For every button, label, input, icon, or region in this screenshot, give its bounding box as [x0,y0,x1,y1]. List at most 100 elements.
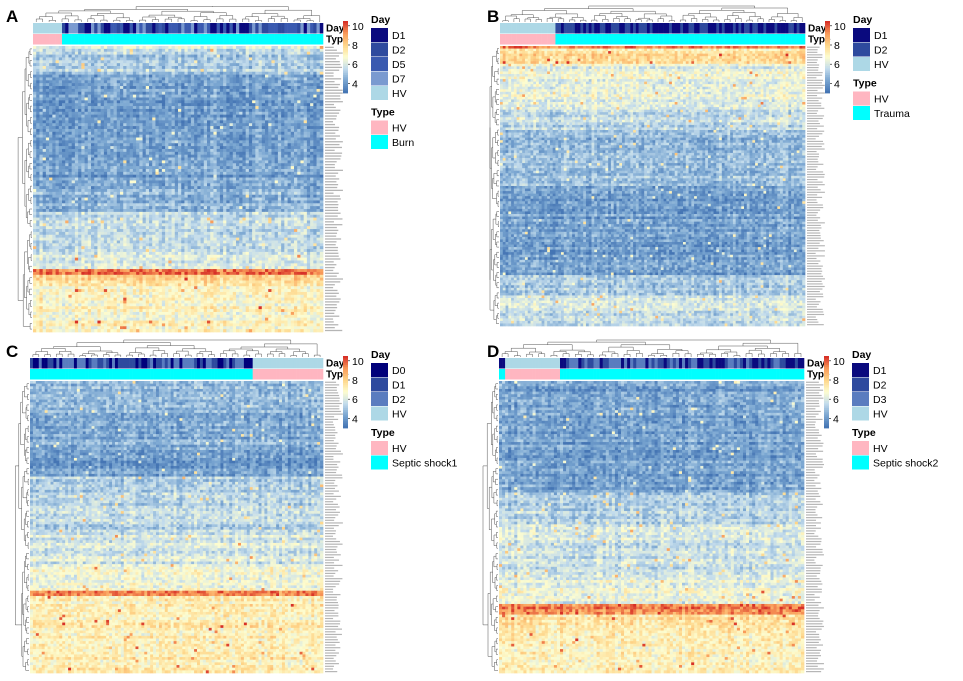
heatmap-cell [152,52,156,55]
heatmap-cell [252,49,256,52]
heatmap-cell [120,52,124,55]
heatmap-cell [210,57,214,60]
type-annotation-cell [310,34,314,45]
heatmap-cell [313,55,317,58]
heatmap-cell [239,46,243,49]
heatmap-cell [85,52,89,55]
heatmap-cell [97,52,101,55]
heatmap-cell [65,55,69,58]
heatmap-cell [194,52,198,55]
type-annotation-cell [249,34,253,45]
heatmap-cell [52,60,56,63]
heatmap-cell [49,55,53,58]
heatmap-cell [271,52,275,55]
day-annotation-cell [149,23,153,34]
heatmap-cell [85,57,89,60]
heatmap-cell [133,52,137,55]
heatmap-cell [81,57,85,60]
heatmap-cell [304,49,308,52]
heatmap-cell [239,52,243,55]
heatmap-cell [188,57,192,60]
heatmap-cell [136,55,140,58]
day-annotation-cell [259,23,263,34]
day-annotation-cell [284,23,288,34]
dendrogram-branch [162,11,214,15]
heatmap-cell [191,46,195,49]
heatmap-cell [207,60,211,63]
day-annotation-cell [88,23,92,34]
type-annotation-cell [130,34,134,45]
heatmap-cell [207,46,211,49]
heatmap-cell [304,55,308,58]
day-annotation-cell [123,23,127,34]
heatmap-cell [213,57,217,60]
heatmap-cell [294,49,298,52]
dendrogram-branch [294,20,300,22]
heatmap-cell [320,52,324,55]
dendrogram-branch [101,20,107,22]
dendrogram-branch [191,21,197,22]
heatmap-cell [65,60,69,63]
day-annotation-cell [249,23,253,34]
heatmap-cell [181,55,185,58]
heatmap-cell [75,57,79,60]
day-annotation-cell [175,23,179,34]
dendrogram-branch [304,16,320,22]
heatmap-cell [259,52,263,55]
heatmap-cell [107,52,111,55]
type-annotation-cell [75,34,79,45]
heatmap-cell [213,60,217,63]
heatmap-cell [33,49,37,52]
type-annotation-cell [126,34,130,45]
heatmap-cell [72,57,76,60]
heatmap-cell [210,46,214,49]
type-annotation-cell [168,34,172,45]
heatmap-cell [188,60,192,63]
type-annotation-cell [162,34,166,45]
dendrogram-branch [65,16,78,20]
heatmap-cell [259,46,263,49]
heatmap-cell [49,57,53,60]
heatmap-cell [194,55,198,58]
heatmap-cell [149,55,153,58]
heatmap-cell [68,55,72,58]
heatmap-cell [139,46,143,49]
day-annotation-cell [159,23,163,34]
heatmap-cell [107,57,111,60]
heatmap-cell [46,52,50,55]
heatmap-cell [197,52,201,55]
heatmap-cell [217,60,221,63]
type-annotation-cell [155,34,159,45]
heatmap-cell [46,55,50,58]
heatmap-cell [268,49,272,52]
type-annotation-cell [201,34,205,45]
heatmap-cell [130,60,134,63]
type-annotation-cell [120,34,124,45]
dendrogram-branch [268,19,275,22]
heatmap-cell [204,57,208,60]
type-annotation-cell [43,34,47,45]
heatmap-cell [172,60,176,63]
heatmap-cell [168,55,172,58]
heatmap-cell [271,55,275,58]
heatmap-cell [59,55,63,58]
dendrogram-branch [265,10,312,16]
type-annotation-cell [284,34,288,45]
heatmap-cell [78,46,82,49]
heatmap-cell [239,57,243,60]
heatmap-cell [110,46,114,49]
heatmap-cell [49,52,53,55]
heatmap-cell [85,55,89,58]
heatmap-cell [191,49,195,52]
heatmap-cell [317,57,321,60]
heatmap-cell [136,52,140,55]
heatmap-cell [139,49,143,52]
type-annotation-cell [72,34,76,45]
type-annotation-cell [149,34,153,45]
heatmap-cell [223,52,227,55]
heatmap-cell [72,46,76,49]
day-annotation-cell [146,23,150,34]
heatmap-cell [217,57,221,60]
heatmap-cell [178,55,182,58]
heatmap-cell [88,55,92,58]
